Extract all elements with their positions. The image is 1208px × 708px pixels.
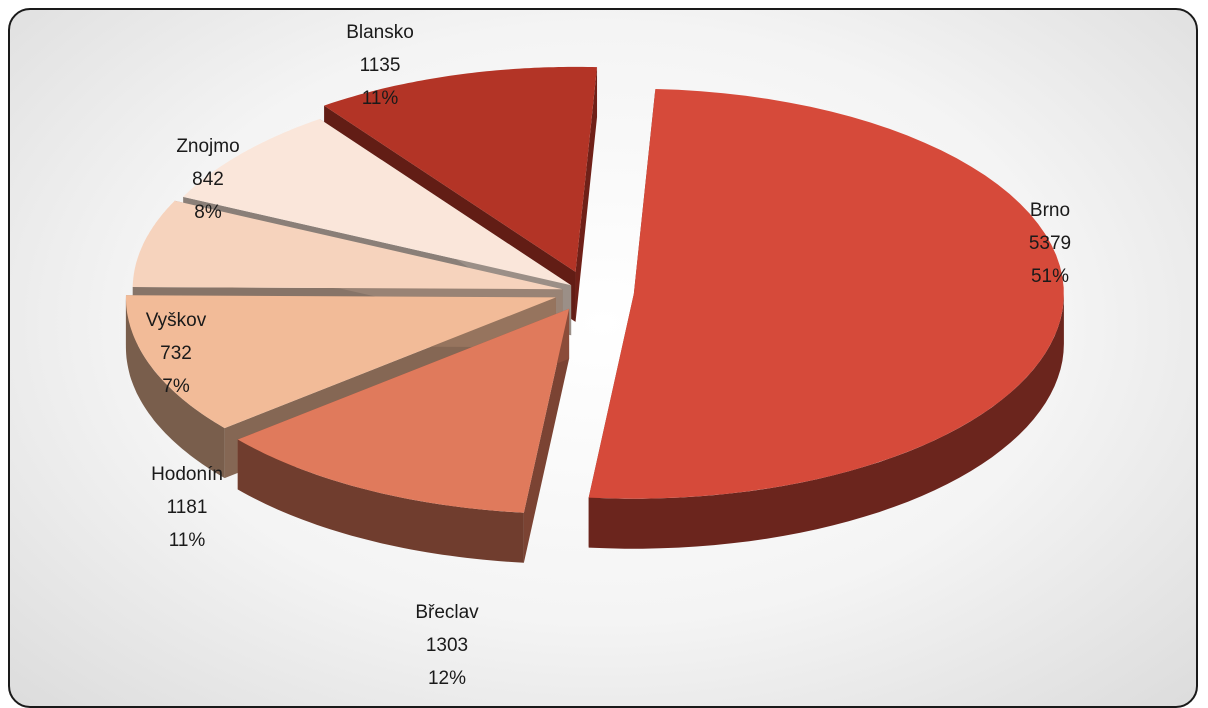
slice-top-hodonín	[125, 295, 556, 429]
data-label-břeclav: Břeclav 1303 12%	[415, 602, 479, 689]
slice-top-břeclav	[237, 308, 570, 513]
slice-edge-brno	[588, 293, 1064, 549]
slice-top-znojmo	[183, 119, 572, 286]
data-label-blansko: Blansko 1135 11%	[346, 22, 414, 109]
pie-slice-břeclav	[237, 308, 570, 563]
slice-edge-břeclav	[237, 439, 524, 563]
slice-edge-hodonín	[125, 297, 225, 479]
pie-slice-brno	[588, 88, 1064, 549]
slice-top-vyškov	[132, 200, 563, 290]
slice-top-brno	[588, 89, 1064, 499]
chart-frame: Brno 5379 51% Břeclav 1303 12% Hodonín 1181 11% V…	[8, 8, 1198, 708]
data-label-znojmo: Znojmo 842 8%	[176, 136, 239, 223]
pie-chart: Brno 5379 51% Břeclav 1303 12% Hodonín 1181 11% V…	[125, 22, 1071, 689]
data-label-brno: Brno 5379 51%	[1029, 200, 1071, 287]
data-label-hodonín: Hodonín 1181 11%	[151, 464, 223, 551]
slice-side-břeclav-0	[523, 308, 570, 563]
slice-side-blansko-1	[575, 67, 598, 322]
slice-top-blansko	[324, 66, 597, 272]
data-label-vyškov: Vyškov 732 7%	[146, 310, 207, 397]
